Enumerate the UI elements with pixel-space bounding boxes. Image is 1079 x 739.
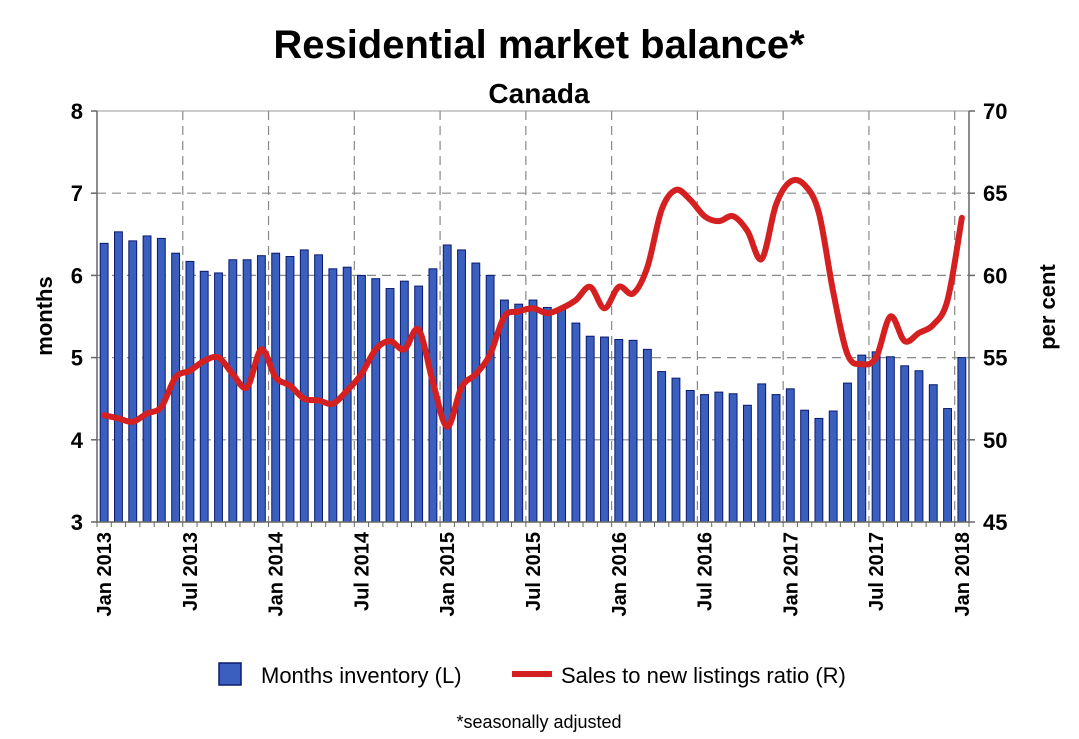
bar-months-inventory [600, 336, 609, 523]
bar-months-inventory [156, 237, 166, 523]
bar-months-inventory [371, 278, 381, 523]
y-left-tick-label: 5 [71, 346, 83, 371]
y-right-tick-label: 50 [983, 428, 1007, 453]
bar-months-inventory [585, 335, 595, 523]
bar-months-inventory [614, 339, 624, 523]
x-tick-label: Jan 2018 [952, 532, 974, 617]
bar-months-inventory [214, 272, 223, 523]
bar-months-inventory [128, 240, 138, 523]
bar-months-inventory [700, 394, 709, 523]
bar-months-inventory [843, 382, 852, 523]
line-sales-to-new-listings [101, 176, 965, 430]
bar-months-inventory [728, 393, 738, 523]
bar-months-inventory [714, 391, 724, 523]
bar-months-inventory [871, 351, 881, 523]
bar-months-inventory [185, 260, 195, 523]
y-axis-right-label: per cent [1035, 264, 1060, 350]
bar-months-inventory [228, 259, 238, 523]
bar-months-inventory [271, 252, 281, 523]
bar-months-inventory [857, 354, 867, 523]
bar-months-inventory [442, 244, 452, 523]
bar-months-inventory [657, 371, 667, 523]
x-tick-label: Jul 2017 [866, 532, 888, 611]
y-right-tick-label: 55 [983, 346, 1007, 371]
bar-months-inventory [628, 339, 638, 523]
y-right-tick-label: 70 [983, 99, 1007, 124]
bar-months-inventory [357, 274, 366, 523]
x-tick-label: Jan 2014 [266, 531, 288, 616]
bar-months-inventory [314, 254, 324, 523]
y-left-tick-label: 3 [71, 510, 83, 535]
x-tick-label: Jul 2015 [523, 532, 545, 611]
bar-months-inventory [199, 270, 209, 523]
bar-months-inventory [943, 408, 952, 523]
bar-months-inventory [957, 357, 967, 523]
bar-months-inventory [328, 268, 338, 523]
bar-months-inventory [414, 285, 424, 523]
bar-months-inventory [642, 348, 652, 523]
bar-months-inventory [299, 249, 309, 523]
bar-months-inventory [800, 409, 810, 523]
bar-months-inventory [885, 356, 895, 523]
bar-months-inventory [900, 365, 910, 523]
y-right-tick-label: 65 [983, 181, 1007, 206]
bar-months-inventory [557, 307, 567, 523]
y-left-tick-label: 8 [71, 99, 83, 124]
legend-swatch-months-inventory [218, 662, 242, 686]
bar-months-inventory [399, 280, 409, 523]
bar-months-inventory [256, 255, 266, 523]
legend-label-sales-ratio: Sales to new listings ratio (R) [561, 663, 846, 688]
bar-months-inventory [142, 235, 152, 523]
x-tick-label: Jan 2013 [94, 532, 116, 617]
y-right-tick-label: 60 [983, 263, 1007, 288]
x-tick-label: Jan 2015 [437, 532, 459, 617]
y-left-tick-label: 7 [71, 181, 83, 206]
y-right-tick-label: 45 [983, 510, 1007, 535]
bar-months-inventory [571, 322, 581, 523]
y-left-tick-label: 6 [71, 263, 83, 288]
bar-months-inventory [928, 384, 938, 523]
y-axis-left-label: months [32, 276, 57, 355]
y-left-tick-label: 4 [71, 428, 84, 453]
bar-months-inventory [385, 288, 395, 523]
bar-months-inventory [485, 274, 495, 523]
bar-months-inventory [685, 389, 695, 523]
x-tick-label: Jul 2016 [695, 532, 717, 611]
bar-months-inventory [785, 388, 795, 523]
bar-months-inventory [814, 417, 824, 523]
bar-months-inventory [757, 383, 767, 523]
bar-months-inventory [499, 299, 509, 523]
bar-months-inventory [671, 377, 681, 523]
footnote: *seasonally adjusted [456, 712, 621, 732]
bar-months-inventory [471, 262, 481, 523]
bar-months-inventory [542, 306, 552, 523]
chart-subtitle: Canada [488, 78, 590, 109]
chart-title: Residential market balance* [273, 23, 805, 67]
bar-months-inventory [514, 303, 524, 523]
bar-months-inventory [742, 404, 752, 523]
bar-months-inventory [114, 231, 123, 523]
bar-months-inventory [99, 242, 109, 523]
x-tick-label: Jul 2014 [351, 531, 373, 611]
bar-months-inventory [828, 410, 838, 523]
x-tick-label: Jan 2017 [780, 532, 802, 617]
x-tick-label: Jul 2013 [180, 532, 202, 611]
bar-months-inventory [528, 299, 538, 523]
series-line-sales-ratio [101, 176, 965, 430]
bar-months-inventory [771, 394, 781, 523]
x-tick-label: Jan 2016 [609, 532, 631, 617]
legend: Months inventory (L) Sales to new listin… [218, 662, 846, 688]
bar-months-inventory [914, 370, 924, 523]
legend-label-months-inventory: Months inventory (L) [261, 663, 462, 688]
